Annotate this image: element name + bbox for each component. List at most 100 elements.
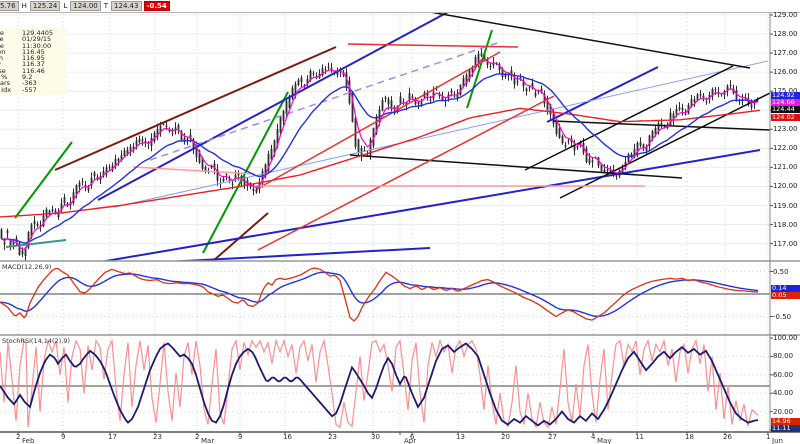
inspector-row: Date 01/29/15 xyxy=(0,35,64,44)
inspector-row-label: Bar Idx xyxy=(0,85,12,94)
time-axis-label: 27 xyxy=(548,433,557,441)
inspector-row-label: Date xyxy=(0,35,4,44)
time-axis-month-label: Apr xyxy=(404,437,417,444)
inspector-row: Bar % 9.2 xyxy=(0,73,64,82)
stoch-axis-label: 40.00 xyxy=(773,389,794,398)
quote-bar: 5.76 H 125.24 L 124.00 T 124.43 -0.54 xyxy=(0,0,800,13)
price-axis-label: 120.00 xyxy=(773,182,798,191)
stoch-lines xyxy=(0,338,770,430)
price-axis-label: 126.00 xyxy=(773,68,798,77)
inspector-row-value: -363 xyxy=(22,79,37,88)
gridlines xyxy=(0,13,770,432)
quote-token: 124.00 xyxy=(70,1,101,11)
price-axis-label: 122.00 xyxy=(773,144,798,153)
time-axis-month-label: Feb xyxy=(22,437,35,444)
stoch-badge: 14.96 xyxy=(771,418,800,425)
quote-token: 5.76 xyxy=(0,1,19,11)
macd-pane-label: MACD(12,26,9) xyxy=(2,263,52,271)
inspector-row-value: 116.37 xyxy=(22,60,45,69)
inspector-row: Bar Idx -557 xyxy=(0,85,64,94)
time-axis-month-label: May xyxy=(597,437,612,444)
inspector-row-label: Bar % xyxy=(0,73,8,82)
time-axis-label: 16 xyxy=(283,433,292,441)
inspector-row-value: 116.45 xyxy=(22,47,45,56)
price-axis-label: 117.00 xyxy=(773,239,798,248)
stoch-pane-label: StochRSI(14,14(2),9) xyxy=(2,337,70,345)
inspector-row-label: Close xyxy=(0,66,6,75)
price-axis-label: 125.00 xyxy=(773,87,798,95)
inspector-row-value: 116.95 xyxy=(22,54,45,63)
inspector-row-value: 11:30:00 xyxy=(22,41,52,50)
price-axis-label: 127.00 xyxy=(773,49,798,58)
inspector-row-label: Low xyxy=(0,61,22,68)
time-axis-label: 18 xyxy=(685,433,694,441)
price-axis-label: 121.00 xyxy=(773,163,798,172)
ma-lines xyxy=(0,58,761,250)
inspector-row-value: 01/29/15 xyxy=(22,35,52,44)
stoch-axis-label: 100.00 xyxy=(773,334,798,342)
inspector-row-label: # Bars xyxy=(0,79,11,88)
time-axis-label: 9 xyxy=(61,433,66,441)
price-axis-label: 119.00 xyxy=(773,201,798,210)
quote-token: -0.54 xyxy=(143,1,170,11)
inspector-row: Time 11:30:00 xyxy=(0,41,64,50)
time-axis-label: 17 xyxy=(108,433,117,441)
inspector-row: Low116.37 xyxy=(0,60,64,69)
candles-layer xyxy=(0,48,759,261)
macd-badge: 0.14 xyxy=(771,285,800,292)
macd-axis-label: -0.50 xyxy=(773,312,792,321)
price-axis-label: 128.00 xyxy=(773,30,798,39)
inspector-row: Open 116.45 xyxy=(0,47,64,56)
price-badge: 124.92 xyxy=(771,92,800,99)
time-axis-label: 23 xyxy=(328,433,337,441)
inspector-row: Price 129.4405 xyxy=(0,29,64,37)
time-axis-label: 9 xyxy=(238,433,243,441)
quote-token: T xyxy=(103,2,109,10)
stoch-badge: 11.11 xyxy=(771,425,800,432)
inspector-row-value: 116.46 xyxy=(22,66,45,75)
time-axis-label: 2 xyxy=(16,433,21,441)
price-axis-label: 129.00 xyxy=(773,11,798,19)
time-axis-label: 20 xyxy=(501,433,510,441)
quote-token: 125.24 xyxy=(29,1,61,11)
price-badge: 124.44 xyxy=(771,106,800,113)
price-axis-label: 123.00 xyxy=(773,125,798,134)
time-axis-label: 26 xyxy=(723,433,732,441)
macd-axis-label: 0.50 xyxy=(773,267,789,276)
data-inspector-panel: Price129.4405Date01/29/15Time11:30:00Ope… xyxy=(0,28,67,95)
price-badge: 124.66 xyxy=(771,99,800,106)
quote-token: L xyxy=(63,2,68,10)
inspector-row-value: 9.2 xyxy=(22,73,33,82)
stoch-axis-label: 20.00 xyxy=(773,407,794,416)
price-axis-label: 118.00 xyxy=(773,220,798,229)
macd-badge: 0.05 xyxy=(771,292,800,299)
stoch-axis-label: 60.00 xyxy=(773,370,794,379)
time-axis-label: 2 xyxy=(195,433,200,441)
stoch-axis-label: 80.00 xyxy=(773,352,794,361)
chart-frame xyxy=(0,11,800,435)
inspector-row-label: High xyxy=(0,54,3,63)
inspector-row-value: -557 xyxy=(22,85,37,94)
inspector-row-label: Open xyxy=(0,47,6,56)
time-axis-label: 6 xyxy=(410,433,415,441)
time-axis-label: 4 xyxy=(591,433,596,441)
trendlines-layer xyxy=(5,13,770,261)
time-axis-label: 11 xyxy=(635,433,644,441)
time-axis-label: 13 xyxy=(456,433,465,441)
macd-lines xyxy=(0,267,770,322)
time-axis-label: 23 xyxy=(153,433,162,441)
quote-token: 124.43 xyxy=(111,1,142,11)
time-axis-month-label: Mar xyxy=(201,437,215,444)
inspector-row-label: Price xyxy=(0,29,4,37)
price-badge: 124.02 xyxy=(771,114,800,121)
time-axis-label: 1 xyxy=(766,433,771,441)
time-axis-month-label: Jun xyxy=(772,437,783,444)
inspector-row-value: 129.4405 xyxy=(22,29,54,37)
inspector-row: # Bars -363 xyxy=(0,79,64,88)
time-axis-label: 30 xyxy=(371,433,380,441)
quote-token: H xyxy=(21,2,27,10)
inspector-row: Close 116.46 xyxy=(0,66,64,75)
inspector-row-label: Time xyxy=(0,41,4,50)
